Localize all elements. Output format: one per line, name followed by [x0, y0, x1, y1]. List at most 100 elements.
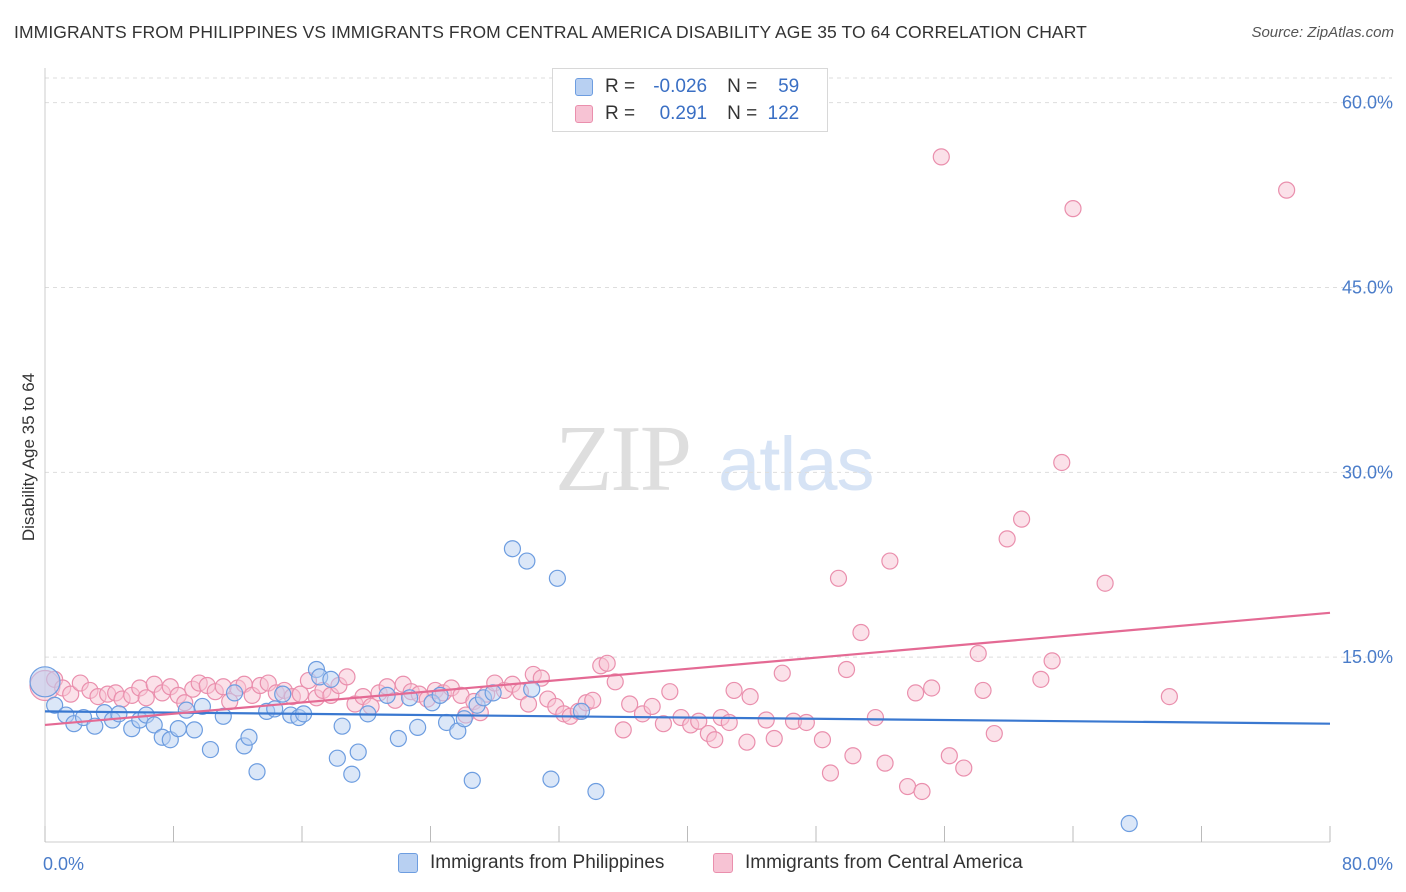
data-point-philippines [185, 721, 203, 739]
data-point-philippines [503, 540, 522, 558]
data-point-philippines [389, 729, 407, 748]
data-point-central-america [725, 681, 743, 700]
data-point-philippines [542, 770, 560, 788]
data-point-central-america [940, 747, 958, 765]
data-point-central-america [765, 729, 783, 748]
bottom-legend-central-america: Immigrants from Central America [713, 852, 1023, 874]
data-point-philippines [86, 717, 104, 735]
data-point-philippines [587, 782, 605, 801]
watermark-atlas: atlas [718, 422, 874, 507]
data-point-central-america [813, 731, 832, 749]
data-point-philippines [349, 743, 367, 761]
data-point-central-america [1160, 687, 1178, 706]
data-point-central-america [757, 711, 775, 729]
data-point-central-america [985, 724, 1003, 743]
data-point-philippines [1120, 814, 1138, 833]
data-point-central-america [1012, 510, 1031, 528]
trend-line-central-america [44, 611, 1331, 727]
data-point-central-america [643, 697, 661, 716]
bottom-legend-philippines: Immigrants from Philippines [398, 852, 664, 874]
data-point-philippines [455, 710, 473, 728]
data-point-philippines [523, 680, 541, 698]
data-point-central-america [137, 689, 155, 707]
data-point-central-america [797, 713, 815, 732]
data-point-central-america [998, 530, 1016, 548]
data-point-central-america [654, 715, 673, 733]
data-point-philippines [169, 720, 187, 738]
data-point-philippines [145, 716, 163, 734]
chart-source: Source: ZipAtlas.com [1251, 24, 1394, 41]
legend-n-label: N = [727, 76, 758, 97]
legend-n-value: 59 [778, 76, 800, 97]
legend-swatch-pink [575, 105, 593, 123]
data-point-philippines [177, 701, 195, 719]
trend-line-philippines [44, 710, 1331, 725]
data-point-philippines [46, 696, 64, 714]
data-point-central-america [844, 747, 862, 765]
legend-r-value: 0.291 [659, 103, 708, 124]
data-point-central-america [738, 733, 756, 751]
data-point-central-america [913, 782, 931, 801]
y-tick-label: 30.0% [1342, 462, 1393, 482]
data-point-philippines [328, 749, 346, 767]
data-point-central-america [932, 148, 950, 166]
data-point-central-america [852, 623, 870, 642]
correlation-legend: R = -0.026 N = 59 R = 0.291 N = 122 [552, 68, 828, 132]
legend-r-value: -0.026 [653, 76, 708, 97]
data-point-central-america [773, 664, 791, 682]
data-point-philippines [201, 740, 220, 759]
data-point-central-america [1053, 453, 1071, 472]
tick-labels: 15.0% 30.0% 45.0% 60.0% 0.0% 80.0% [43, 93, 1393, 874]
data-point-central-america [906, 684, 925, 702]
data-point-central-america [898, 777, 917, 796]
data-point-central-america [1064, 200, 1082, 218]
data-point-central-america [969, 644, 987, 663]
data-point-philippines [274, 685, 292, 703]
grid-lines [45, 77, 1392, 658]
data-point-central-america [821, 764, 840, 782]
x-tick-label-min: 0.0% [43, 854, 84, 874]
data-point-central-america [584, 691, 602, 709]
data-point-central-america [837, 660, 856, 679]
legend-n-value: 122 [767, 103, 800, 124]
data-point-philippines [343, 765, 361, 783]
legend-r-label: R = [605, 103, 636, 124]
chart-title: IMMIGRANTS FROM PHILIPPINES VS IMMIGRANT… [14, 22, 1087, 42]
data-point-central-america [955, 759, 973, 777]
data-point-philippines [572, 702, 591, 720]
legend-row-central-america: R = 0.291 N = 122 [575, 101, 799, 127]
data-point-central-america [1278, 181, 1296, 199]
legend-r-label: R = [605, 76, 636, 97]
data-point-central-america [614, 721, 632, 739]
data-point-central-america [881, 552, 899, 570]
trend-lines [44, 611, 1331, 727]
data-point-philippines [518, 552, 536, 570]
legend-n-label: N = [727, 103, 758, 124]
bottom-legend-swatch-pink [713, 853, 733, 873]
data-point-philippines [29, 666, 61, 698]
data-point-central-america [876, 754, 894, 772]
data-point-central-america [338, 668, 356, 686]
y-tick-label: 60.0% [1342, 93, 1393, 113]
legend-swatch-blue [575, 78, 593, 96]
data-point-central-america [62, 685, 80, 703]
bottom-legend-label: Immigrants from Philippines [430, 852, 665, 873]
data-point-central-america [866, 708, 885, 727]
data-point-central-america [1096, 574, 1114, 592]
data-point-philippines [548, 569, 566, 587]
bottom-legend-swatch-blue [398, 853, 418, 873]
y-tick-label: 45.0% [1342, 277, 1393, 297]
data-point-central-america [1032, 670, 1050, 688]
data-point-central-america [621, 695, 639, 713]
data-point-central-america [606, 673, 624, 691]
data-point-central-america [661, 683, 679, 701]
data-point-philippines [240, 728, 258, 746]
data-point-central-america [829, 569, 848, 587]
data-point-philippines [333, 717, 351, 735]
data-point-central-america [519, 695, 538, 713]
legend-row-philippines: R = -0.026 N = 59 [575, 74, 799, 100]
y-axis-label: Disability Age 35 to 64 [19, 373, 38, 541]
data-point-central-america [598, 654, 616, 672]
data-point-central-america [741, 687, 759, 706]
